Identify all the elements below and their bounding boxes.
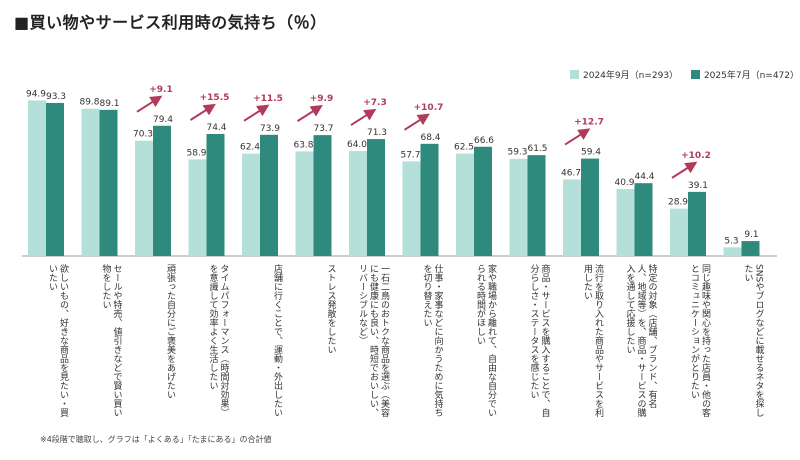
value-label-2024-0: 94.9	[26, 89, 46, 99]
category-label-0: 欲しいもの、好きな商品を見たい・買いたい	[47, 264, 68, 417]
legend-swatch-2024	[570, 70, 579, 79]
increase-arrow-12	[671, 161, 698, 179]
bar-2025-4	[260, 134, 278, 256]
value-label-2025-6: 71.3	[367, 128, 387, 138]
value-label-2025-1: 89.1	[99, 99, 119, 109]
category-label-4: 店舗に行くことで、運動・外出したい	[272, 264, 282, 417]
value-label-2025-2: 79.4	[153, 115, 173, 125]
value-label-2024-12: 28.9	[668, 198, 688, 208]
increase-label-12: +10.2	[681, 151, 711, 161]
value-label-2025-11: 44.4	[634, 172, 654, 182]
category-label-3: タイムパフォーマンス（時間対効果）を意識して効率よく生活したい	[207, 264, 229, 417]
footnote: ※4段階で聴取し、グラフは「よくある」「たまにある」の合計値	[40, 435, 272, 444]
value-label-2024-5: 63.8	[293, 140, 313, 150]
increase-label-6: +7.3	[363, 98, 386, 108]
increase-arrow-6	[350, 108, 377, 126]
bar-chart: 94.9 93.3 89.8 89.1 70.379.4 58.9 74.4 62.473.9…	[22, 85, 777, 257]
bar-2025-9	[527, 155, 546, 256]
value-label-2024-6: 64.0	[347, 140, 367, 150]
category-label-1: セールや特売、値引きなどで賢い買い物をしたい	[100, 264, 122, 417]
category-label-8: 家や職場から離れて、自由な自分でいられる時間がほしい	[475, 264, 496, 417]
legend-item-2024: 2024年9月（n=293）	[570, 68, 678, 81]
bar-2024-11	[616, 188, 635, 256]
category-label-2: 頑張った自分にご褒美をあげたい	[165, 264, 175, 399]
bar-2024-4	[242, 153, 260, 256]
value-label-2024-9: 59.3	[507, 148, 527, 158]
bar-2025-2	[153, 125, 171, 256]
category-label-9: 商品・サービスを購入することで、自分らしさ・ステータスを感じたい	[528, 264, 550, 417]
bar-2024-2	[135, 140, 153, 256]
bar-2024-8	[456, 153, 474, 256]
legend-label-2024: 2024年9月（n=293）	[583, 71, 679, 81]
bar-2024-9	[509, 158, 528, 256]
value-label-2025-0: 93.3	[46, 92, 66, 102]
bar-2024-5	[295, 151, 314, 256]
value-label-2025-10: 59.4	[581, 148, 601, 158]
increase-arrow-10	[564, 128, 591, 146]
bar-2025-1	[99, 109, 118, 256]
value-label-2024-3: 58.9	[186, 148, 206, 158]
legend-item-2025: 2025年7月（n=472）	[690, 68, 799, 81]
bar-2024-6	[349, 151, 367, 256]
bar-2025-13	[741, 241, 760, 256]
value-label-2025-13: 9.1	[744, 230, 758, 240]
value-label-2024-7: 57.7	[400, 150, 420, 160]
value-label-2024-11: 40.9	[614, 178, 634, 188]
bar-2024-3	[188, 159, 207, 256]
bar-2025-7	[420, 143, 439, 256]
increase-label-10: +12.7	[574, 118, 604, 128]
bar-2024-1	[81, 108, 100, 256]
category-label-7: 仕事・家事などに向かうために気持ちを切り替えたい	[421, 264, 443, 417]
category-label-12: 同じ趣味や関心を持った店員・他の客とコミュニケーションがとりたい	[689, 264, 710, 417]
category-label-13: SNSやブログなどに載せるネタを探したい	[742, 264, 764, 418]
legend: 2024年9月（n=293） 2025年7月（n=472）	[570, 68, 800, 82]
value-label-2024-10: 46.7	[561, 168, 581, 178]
chart-title: ■買い物やサービス利用時の気持ち（％）	[14, 13, 327, 32]
increase-label-4: +11.5	[253, 94, 283, 104]
value-label-2024-1: 89.8	[79, 98, 99, 108]
bar-2024-0	[28, 100, 46, 256]
bar-2025-0	[46, 102, 64, 256]
increase-label-2: +9.1	[149, 85, 172, 95]
increase-arrow-7	[403, 113, 430, 131]
legend-swatch-2025	[690, 70, 700, 79]
bar-2025-6	[367, 139, 385, 256]
increase-label-5: +9.9	[310, 94, 333, 104]
bar-2025-3	[206, 133, 225, 256]
value-label-2025-3: 74.4	[206, 123, 226, 133]
bar-2024-10	[563, 179, 581, 256]
bar-2025-5	[313, 135, 332, 256]
bar-2025-10	[581, 158, 599, 256]
bar-2025-12	[688, 191, 706, 256]
value-label-2024-4: 62.4	[240, 143, 260, 153]
increase-arrow-4	[243, 104, 270, 122]
bar-2024-7	[402, 161, 421, 256]
value-label-2024-2: 70.3	[133, 130, 153, 140]
value-label-2025-12: 39.1	[688, 181, 708, 191]
value-label-2025-9: 61.5	[527, 144, 547, 154]
increase-arrow-2	[136, 95, 163, 113]
category-label-5: ストレス発散をしたい	[325, 264, 336, 354]
bar-2024-13	[723, 247, 742, 256]
category-label-6: 一石二鳥のおトクな商品を選ぶ（美容にも健康にも良い、時短でおいしい、リバーシブル…	[357, 264, 389, 417]
bar-2025-11	[634, 183, 653, 256]
value-label-2025-4: 73.9	[260, 124, 280, 134]
increase-label-3: +15.5	[200, 93, 230, 103]
bar-2024-12	[670, 208, 688, 256]
value-label-2024-8: 62.5	[454, 143, 474, 153]
value-label-2024-13: 5.3	[724, 236, 738, 246]
category-label-10: 流行を取り入れた商品やサービスを利用したい	[582, 264, 603, 417]
bar-2025-8	[474, 146, 492, 256]
legend-label-2025: 2025年7月（n=472）	[703, 71, 799, 81]
increase-arrow-3	[189, 103, 216, 121]
value-label-2025-5: 73.7	[313, 124, 333, 134]
category-label-11: 特定の対象（店舗、ブランド、有名人、地域等）を、商品・サービスの購入を通して応援…	[624, 264, 657, 417]
value-label-2025-8: 66.6	[474, 136, 494, 146]
increase-arrow-5	[296, 104, 323, 122]
value-label-2025-7: 68.4	[420, 133, 440, 143]
increase-label-7: +10.7	[414, 103, 444, 113]
